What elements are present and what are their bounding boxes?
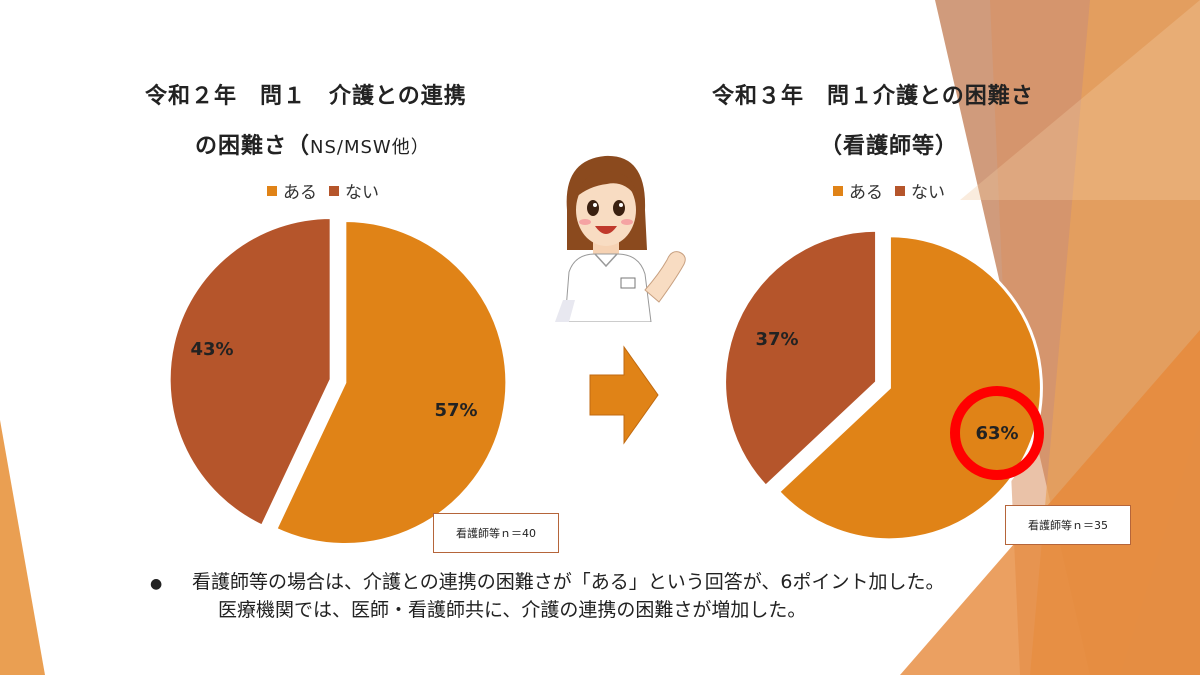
chart-1-n-label: 看護師等ｎ＝40 <box>433 513 559 553</box>
chart-2-legend: ある ない <box>833 178 945 203</box>
transition-arrow <box>589 345 659 445</box>
nurse-illustration <box>555 155 686 322</box>
legend-label-aru: ある <box>849 183 883 203</box>
legend-label-nai: ない <box>911 183 945 203</box>
pie-slice-nai <box>167 215 333 529</box>
legend-swatch-nai <box>895 185 905 196</box>
note-line-2: 医療機関では、医師・看護師共に、介護の連携の困難さが増加した。 <box>218 599 807 621</box>
legend-swatch-aru <box>267 185 277 196</box>
note-bullet: ● <box>150 576 163 592</box>
pie-label-aru: 63% <box>975 423 1018 444</box>
legend-label-aru: ある <box>283 183 317 203</box>
chart-1-title-line1: 令和２年 問１ 介護との連携 <box>145 84 467 109</box>
pie-label-aru: 57% <box>434 400 477 421</box>
chart-2-pie: 63% 37% <box>723 228 1044 542</box>
chart-2-title-line1: 令和３年 問１介護との困難さ <box>712 84 1034 109</box>
pie-slice-aru <box>273 219 509 547</box>
chart-1-legend: ある ない <box>267 178 379 203</box>
legend-swatch-nai <box>329 185 339 196</box>
chart-1-title-line2: の困難さ（NS/MSW他） <box>195 128 430 160</box>
chart-1-pie: 57% 43% <box>167 215 509 547</box>
chart-2-title-line2: （看護師等） <box>820 134 959 159</box>
highlight-circle <box>950 386 1044 480</box>
note-line-1: 看護師等の場合は、介護との連携の困難さが「ある」という回答が、6ポイント加した。 <box>192 571 945 593</box>
pie-slice-nai <box>723 228 879 489</box>
chart-2-n-label: 看護師等ｎ＝35 <box>1005 505 1131 545</box>
pie-label-nai: 43% <box>190 339 233 360</box>
chart-1-title-sub: NS/MSW他） <box>310 137 430 158</box>
chart-1-title-main: の困難さ（ <box>195 134 311 159</box>
pie-label-nai: 37% <box>755 329 798 350</box>
legend-label-nai: ない <box>345 183 379 203</box>
legend-swatch-aru <box>833 185 843 196</box>
